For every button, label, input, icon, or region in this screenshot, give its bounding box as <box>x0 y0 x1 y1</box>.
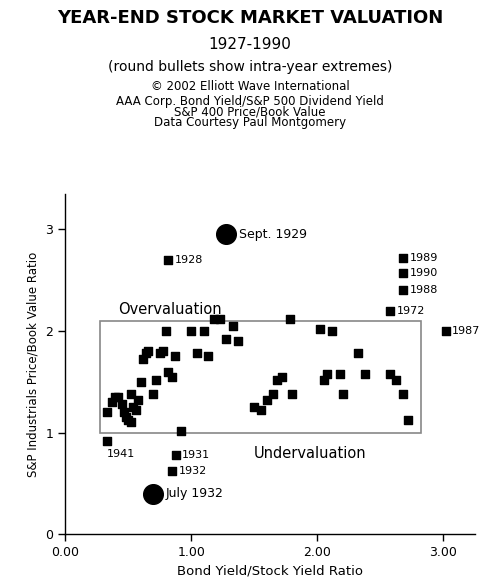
Point <box>386 369 394 378</box>
Point <box>204 352 212 361</box>
Point <box>273 375 281 384</box>
Text: 1987: 1987 <box>452 326 480 336</box>
Point <box>160 346 168 356</box>
Point <box>152 375 160 384</box>
Point <box>269 389 277 399</box>
Text: 1972: 1972 <box>397 306 425 316</box>
Point <box>164 255 172 265</box>
Point <box>129 403 137 412</box>
Point <box>263 395 271 404</box>
Text: YEAR-END STOCK MARKET VALUATION: YEAR-END STOCK MARKET VALUATION <box>57 9 443 27</box>
Text: 1932: 1932 <box>178 466 207 476</box>
Text: Overvaluation: Overvaluation <box>118 302 222 316</box>
Point <box>136 377 144 386</box>
Point <box>139 355 147 364</box>
Text: 1941: 1941 <box>106 449 135 459</box>
Text: 1931: 1931 <box>182 450 210 460</box>
Text: © 2002 Elliott Wave International: © 2002 Elliott Wave International <box>150 80 350 93</box>
Point <box>150 389 158 399</box>
Y-axis label: S&P Industrials Price/Book Value Ratio: S&P Industrials Price/Book Value Ratio <box>26 251 40 477</box>
Point <box>256 406 264 415</box>
Point <box>210 314 218 323</box>
Point <box>122 413 130 422</box>
Point <box>392 375 400 384</box>
Text: 1990: 1990 <box>410 268 438 278</box>
Text: 1988: 1988 <box>410 285 438 295</box>
Point <box>102 407 110 417</box>
Point <box>222 335 230 344</box>
Point <box>399 285 407 295</box>
Point <box>194 349 202 358</box>
Text: 1989: 1989 <box>410 253 438 263</box>
Point <box>222 230 230 239</box>
Text: 1927-1990: 1927-1990 <box>208 37 292 52</box>
Point <box>144 346 152 356</box>
Point <box>234 336 242 346</box>
Point <box>320 375 328 384</box>
Text: Undervaluation: Undervaluation <box>254 446 367 461</box>
Point <box>168 372 176 382</box>
Point <box>324 369 332 378</box>
Point <box>328 326 336 336</box>
Point <box>168 467 176 476</box>
Text: (round bullets show intra-year extremes): (round bullets show intra-year extremes) <box>108 60 392 75</box>
Point <box>120 407 128 417</box>
Point <box>399 268 407 278</box>
Point <box>354 349 362 358</box>
Point <box>150 489 158 498</box>
Text: AAA Corp. Bond Yield/S&P 500 Dividend Yield: AAA Corp. Bond Yield/S&P 500 Dividend Yi… <box>116 95 384 108</box>
Point <box>386 306 394 315</box>
Point <box>171 352 179 361</box>
Point <box>132 406 140 415</box>
Point <box>200 326 208 336</box>
Point <box>399 389 407 399</box>
Point <box>177 426 185 435</box>
Text: Sept. 1929: Sept. 1929 <box>239 228 307 241</box>
Point <box>338 389 346 399</box>
Point <box>142 349 150 358</box>
Point <box>124 416 132 425</box>
Point <box>286 314 294 323</box>
Point <box>361 369 369 378</box>
Point <box>316 324 324 333</box>
Text: S&P 400 Price/Book Value: S&P 400 Price/Book Value <box>174 106 326 119</box>
Point <box>156 349 164 358</box>
Point <box>134 395 142 404</box>
Point <box>229 321 237 330</box>
Bar <box>100 321 421 433</box>
Point <box>118 399 126 409</box>
Point <box>126 389 134 399</box>
Text: Data Courtesy Paul Montgomery: Data Courtesy Paul Montgomery <box>154 116 346 129</box>
Point <box>164 367 172 376</box>
Point <box>399 253 407 262</box>
Text: 1928: 1928 <box>175 255 203 265</box>
Point <box>288 389 296 399</box>
Point <box>278 372 286 382</box>
Point <box>162 326 170 336</box>
Point <box>404 416 412 425</box>
Point <box>187 326 195 336</box>
Point <box>126 418 134 427</box>
Point <box>108 397 116 407</box>
Point <box>336 369 344 378</box>
Point <box>216 314 224 323</box>
Point <box>102 436 110 446</box>
Point <box>114 392 122 402</box>
Point <box>250 403 258 412</box>
X-axis label: Bond Yield/Stock Yield Ratio: Bond Yield/Stock Yield Ratio <box>177 565 363 578</box>
Point <box>172 450 180 460</box>
Point <box>112 392 120 402</box>
Point <box>442 326 450 336</box>
Text: July 1932: July 1932 <box>166 487 224 500</box>
